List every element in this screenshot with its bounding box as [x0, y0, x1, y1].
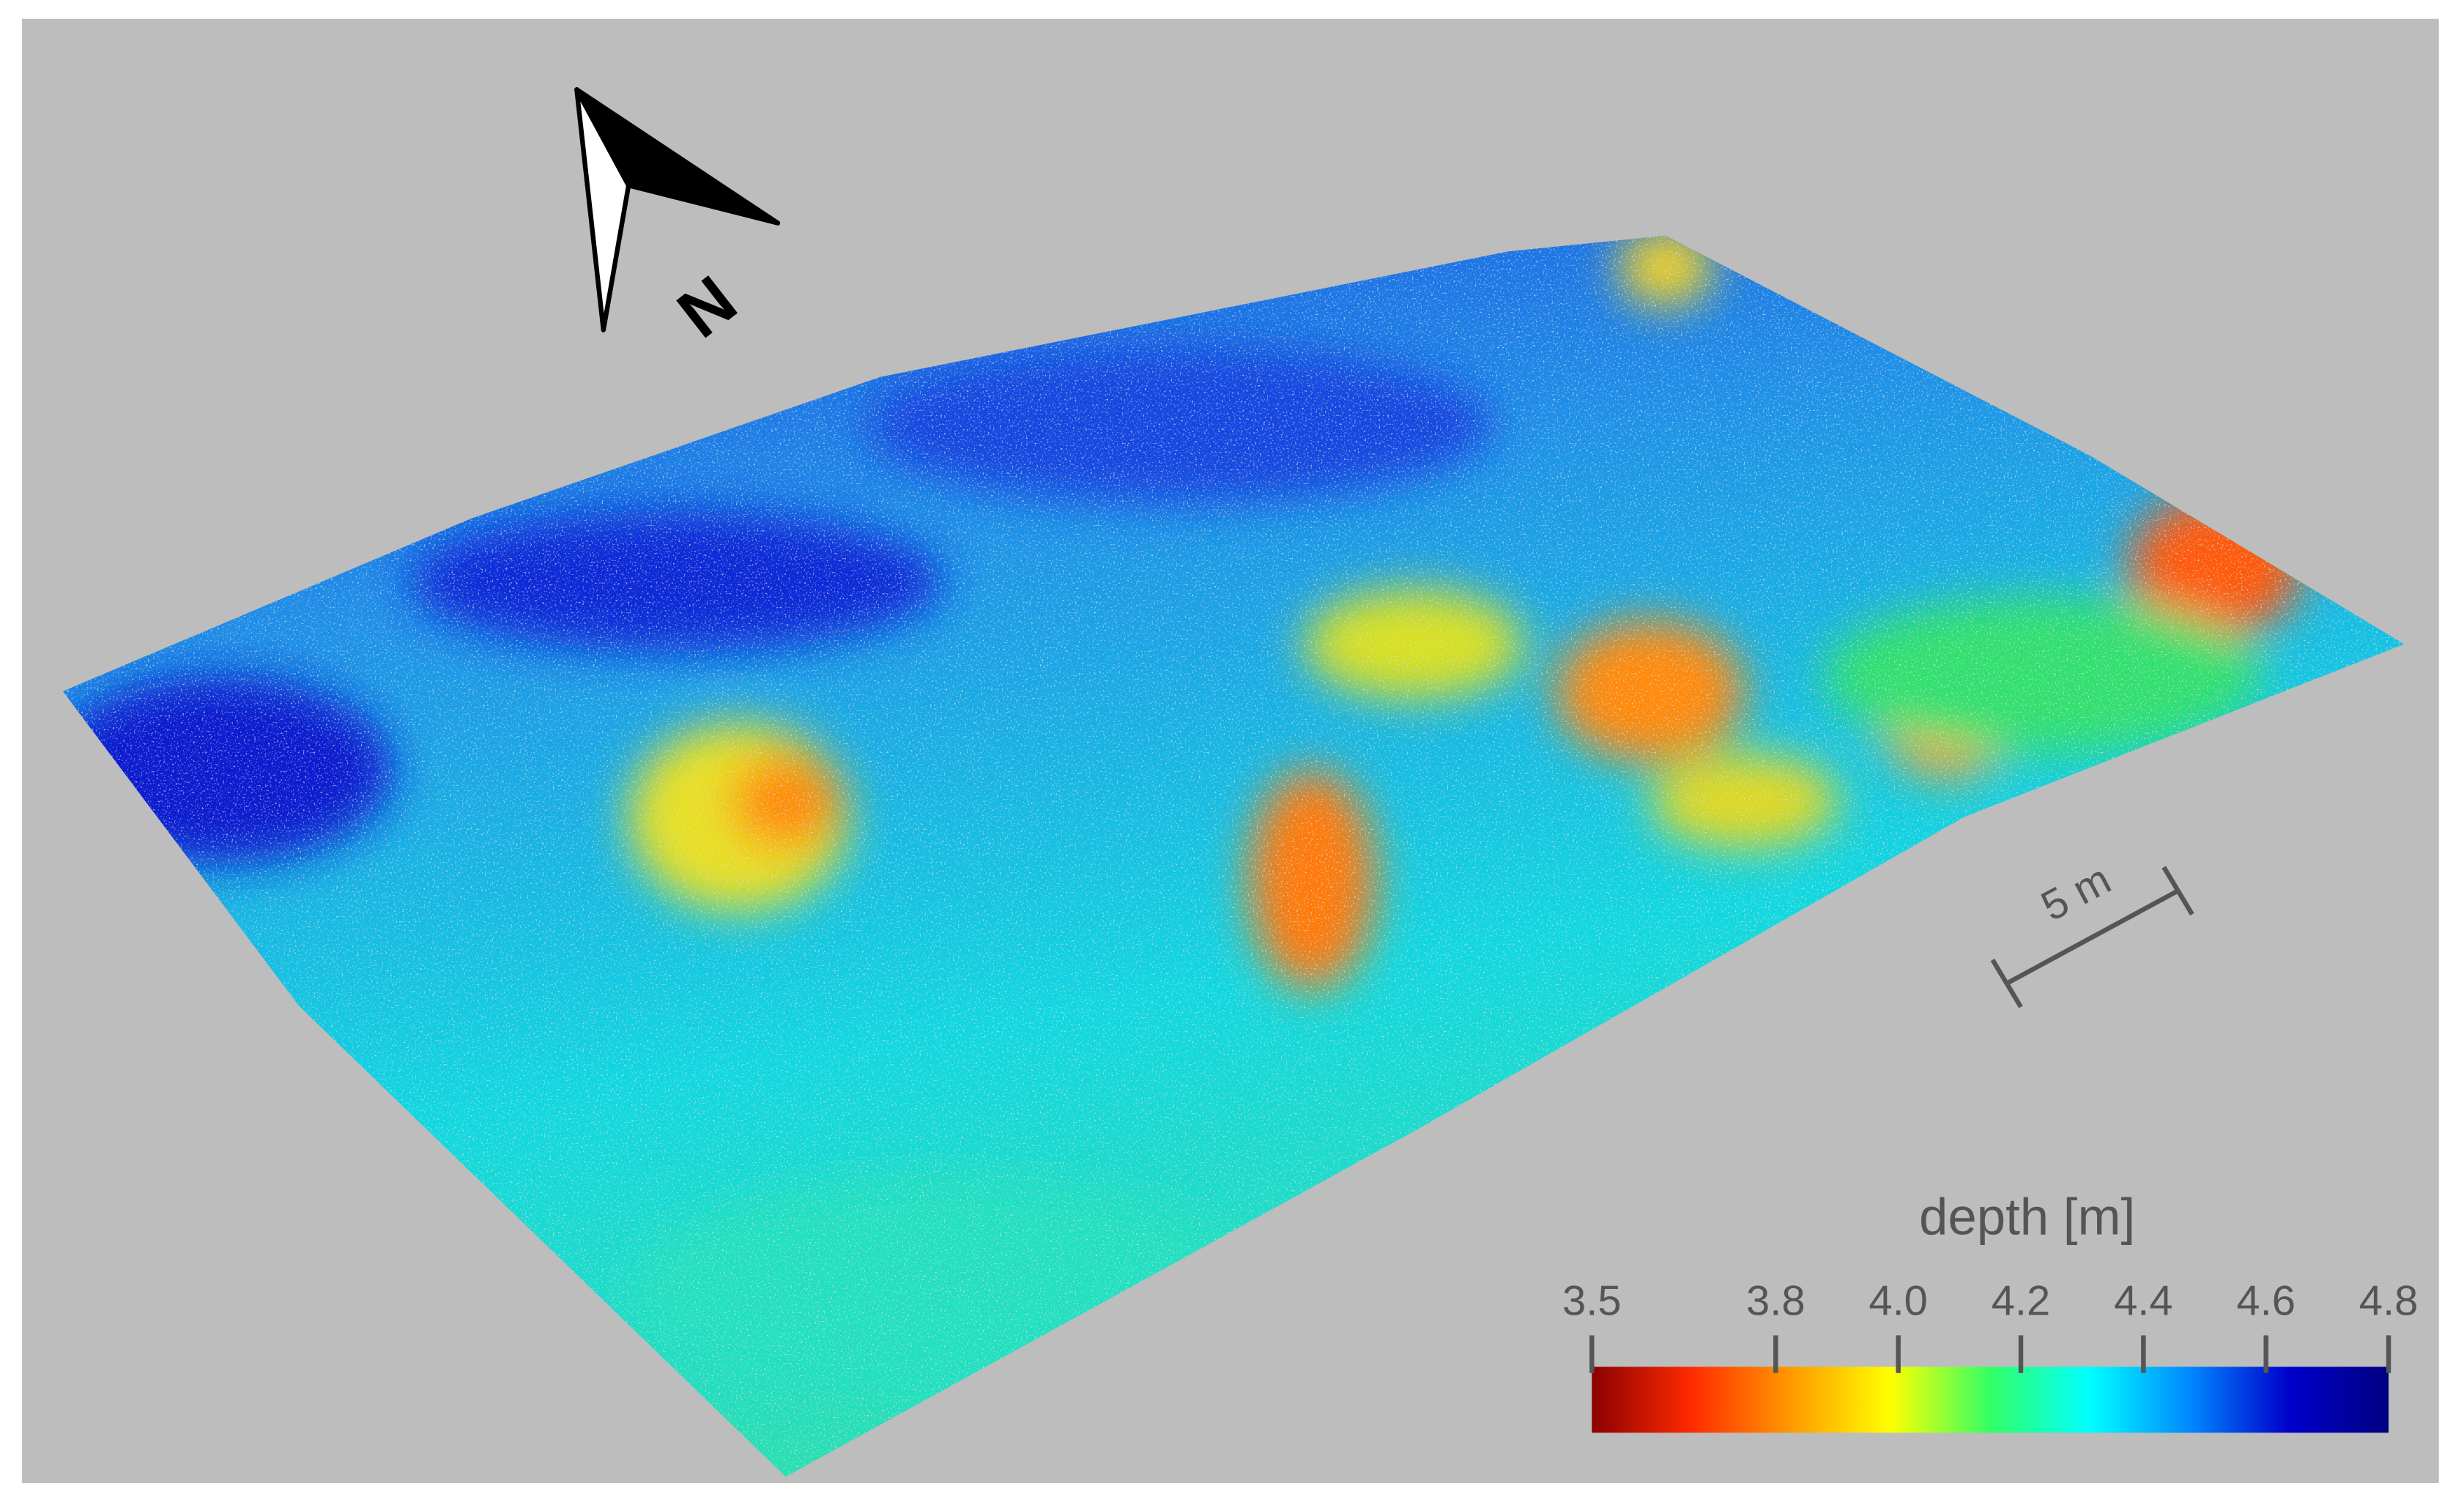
colorbar-tick-label: 4.4 [2114, 1278, 2173, 1325]
scale-bar [1990, 866, 2194, 1008]
colorbar-tick-label: 4.8 [2359, 1278, 2419, 1325]
colorbar-tick-label: 3.5 [1562, 1278, 1622, 1325]
colorbar: depth [m] 3.5 3.8 4.0 4.2 4.4 4.6 4.8 [1562, 1188, 2419, 1433]
colorbar-gradient [1592, 1367, 2389, 1433]
colorbar-tick-label: 4.2 [1992, 1278, 2051, 1325]
colorbar-tick-label: 4.0 [1869, 1278, 1928, 1325]
colorbar-tick-label: 4.6 [2236, 1278, 2296, 1325]
colorbar-title: depth [m] [1919, 1188, 2135, 1246]
colorbar-tick-label: 3.8 [1746, 1278, 1806, 1325]
